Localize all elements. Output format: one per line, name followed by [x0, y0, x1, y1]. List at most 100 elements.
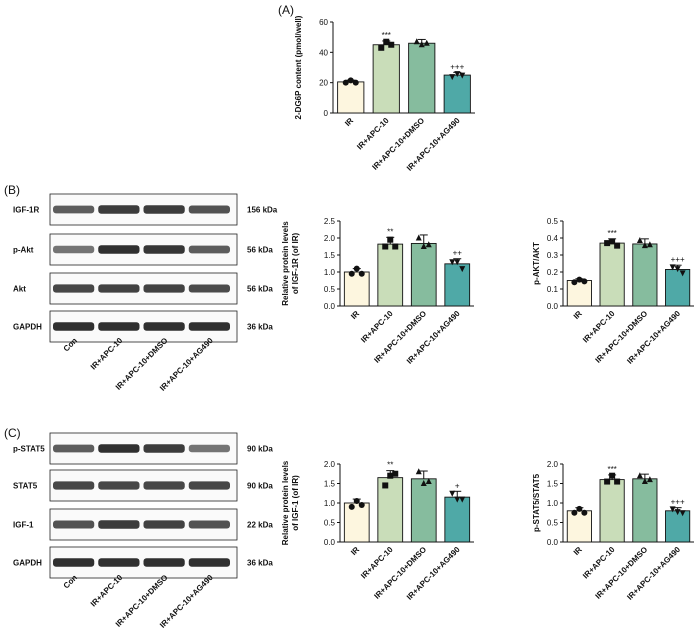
- blot-band: [188, 444, 230, 453]
- y-axis-label: 2-DG6P content (pmol/well): [294, 15, 303, 119]
- blot-protein-label: Akt: [13, 285, 26, 294]
- blot-band: [53, 322, 95, 331]
- y-axis-label-line: of IGF-1R (of IR): [291, 233, 300, 295]
- data-point: [571, 509, 578, 516]
- data-point: [581, 278, 588, 285]
- data-point: [604, 478, 611, 485]
- blot-band: [53, 284, 95, 293]
- y-tick-label: 2.5: [324, 217, 336, 226]
- data-point: [454, 496, 461, 503]
- y-tick-label: 0.1: [547, 285, 559, 294]
- y-tick-label: 0.5: [547, 217, 559, 226]
- blot-kda-label: 56 kDa: [247, 246, 273, 255]
- data-point: [352, 79, 359, 86]
- data-point: [449, 74, 456, 81]
- bar: [443, 74, 471, 114]
- y-tick-label: 1.5: [324, 251, 336, 260]
- western-blot-c: p-STAT5 90 kDa STAT5 90 kDa IGF-1 22 kDa GAPDH…: [13, 432, 273, 630]
- data-point: [418, 41, 425, 48]
- data-point: [449, 259, 456, 266]
- category-label: IR+APC-10: [355, 116, 391, 152]
- y-axis-label-line: p-STAT5/STAT5: [532, 473, 541, 532]
- y-tick-label: 0: [324, 109, 329, 118]
- data-point: [679, 270, 686, 277]
- data-point: [378, 44, 385, 51]
- data-point: [571, 279, 578, 286]
- y-axis-label-line: Relative protein levels: [281, 460, 290, 545]
- y-tick-label: 1.5: [547, 480, 559, 489]
- significance-label: **: [387, 461, 393, 470]
- data-point: [459, 496, 466, 503]
- bar-chart-igf1r: 0.0 0.5 1.0 1.5 2.0 2.5 Relative protein level…: [281, 217, 474, 366]
- blot-kda-label: 36 kDa: [247, 559, 273, 568]
- category-label: IR: [349, 545, 361, 557]
- y-axis-label: p-AKT/AKT: [532, 242, 541, 285]
- blot-band: [98, 444, 140, 453]
- y-tick-label: 0.5: [324, 519, 336, 528]
- data-point: [387, 472, 394, 479]
- bar: [632, 243, 658, 307]
- blot-band: [98, 322, 140, 331]
- blot-band: [53, 245, 95, 254]
- blot-band: [98, 558, 140, 567]
- blot-band: [143, 520, 185, 529]
- data-point: [342, 79, 349, 86]
- data-point: [576, 505, 583, 512]
- data-point: [609, 238, 616, 245]
- data-point: [636, 472, 643, 479]
- blot-protein-label: p-Akt: [13, 246, 34, 255]
- blot-band: [98, 481, 140, 490]
- y-axis-label: p-STAT5/STAT5: [532, 473, 541, 532]
- blot-kda-label: 90 kDa: [247, 482, 273, 491]
- blot-band: [98, 245, 140, 254]
- y-tick-label: 0.0: [547, 538, 559, 547]
- y-axis-label-line: 2-DG6P content (pmol/well): [294, 15, 303, 119]
- bar-chart-pstat5-stat5: 0.00.51.01.52.0p-STAT5/STAT5IR***IR+APC-…: [532, 460, 694, 602]
- blot-band: [143, 322, 185, 331]
- y-tick-label: 60: [319, 18, 328, 27]
- bar: [566, 510, 592, 543]
- data-point: [459, 266, 466, 273]
- blot-band: [188, 284, 230, 293]
- blot-band: [98, 284, 140, 293]
- blot-kda-label: 22 kDa: [247, 521, 273, 530]
- bar: [408, 42, 436, 114]
- y-axis-label-line: Relative protein levels: [281, 221, 290, 306]
- blot-band: [188, 520, 230, 529]
- data-point: [420, 480, 427, 486]
- category-label: IR+APC-10: [359, 545, 395, 581]
- bar: [377, 477, 404, 543]
- category-label: IR: [349, 309, 361, 321]
- blot-band: [188, 205, 230, 214]
- category-label: IR: [572, 545, 584, 557]
- data-point: [609, 472, 616, 479]
- blot-band: [53, 205, 95, 214]
- bar: [632, 478, 658, 543]
- blot-kda-label: 36 kDa: [247, 323, 273, 332]
- y-tick-label: 0.5: [547, 519, 559, 528]
- blot-protein-label: IGF-1: [13, 521, 34, 530]
- blot-band: [143, 481, 185, 490]
- category-label: IR+APC-10: [359, 309, 395, 345]
- y-tick-label: 2.0: [324, 234, 336, 243]
- bar: [410, 242, 437, 307]
- y-axis-label: Relative protein levelsof IGF-1 (of IR): [281, 460, 300, 545]
- blot-protein-label: STAT5: [13, 482, 38, 491]
- bar: [410, 478, 437, 543]
- data-point: [604, 240, 611, 247]
- panel-label-c: (C): [4, 426, 21, 440]
- bar: [372, 44, 400, 114]
- data-point: [392, 470, 399, 477]
- y-tick-label: 40: [319, 48, 328, 57]
- data-point: [392, 243, 399, 250]
- y-tick-label: 1.0: [324, 499, 336, 508]
- data-point: [382, 482, 389, 489]
- data-point: [383, 38, 390, 45]
- blot-band: [98, 520, 140, 529]
- blot-band: [143, 444, 185, 453]
- y-tick-label: 20: [319, 79, 328, 88]
- y-tick-label: 0.4: [547, 234, 559, 243]
- data-point: [420, 243, 427, 249]
- data-point: [353, 498, 360, 505]
